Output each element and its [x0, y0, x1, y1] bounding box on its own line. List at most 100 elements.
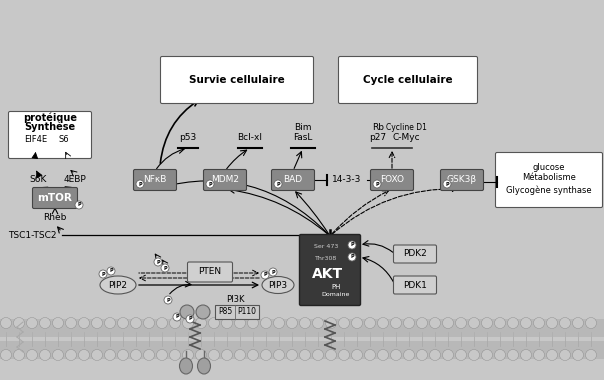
- Circle shape: [521, 350, 532, 361]
- Circle shape: [208, 318, 219, 328]
- FancyBboxPatch shape: [440, 169, 483, 190]
- Circle shape: [118, 350, 129, 361]
- Circle shape: [206, 180, 214, 188]
- Circle shape: [573, 350, 583, 361]
- Circle shape: [469, 350, 480, 361]
- Text: glucose: glucose: [533, 163, 565, 171]
- FancyBboxPatch shape: [8, 111, 91, 158]
- Circle shape: [208, 350, 219, 361]
- FancyBboxPatch shape: [300, 234, 361, 306]
- Circle shape: [99, 270, 107, 278]
- Text: Rb: Rb: [372, 122, 384, 131]
- Circle shape: [443, 180, 451, 188]
- Bar: [0, 319, 604, 337]
- Text: C-Myc: C-Myc: [392, 133, 420, 141]
- Circle shape: [144, 318, 155, 328]
- Text: PH: PH: [332, 284, 341, 290]
- Text: P: P: [263, 272, 267, 277]
- Ellipse shape: [180, 305, 194, 319]
- Text: Thr308: Thr308: [315, 255, 337, 261]
- Circle shape: [164, 296, 172, 304]
- Circle shape: [373, 180, 381, 188]
- Text: p27: p27: [370, 133, 387, 141]
- Text: GSK3β: GSK3β: [447, 176, 477, 185]
- Circle shape: [107, 267, 115, 275]
- Circle shape: [481, 350, 492, 361]
- Text: Cycline D1: Cycline D1: [385, 122, 426, 131]
- Circle shape: [364, 318, 376, 328]
- Text: mTOR: mTOR: [37, 193, 72, 203]
- Ellipse shape: [262, 277, 294, 293]
- Text: 4EBP: 4EBP: [63, 176, 86, 185]
- FancyBboxPatch shape: [204, 169, 246, 190]
- Circle shape: [495, 318, 506, 328]
- Text: Bcl-xl: Bcl-xl: [237, 133, 263, 142]
- Text: Synthèse: Synthèse: [24, 122, 76, 132]
- Bar: [0, 341, 604, 359]
- Circle shape: [559, 318, 571, 328]
- Circle shape: [352, 318, 362, 328]
- Circle shape: [585, 350, 597, 361]
- Text: P: P: [101, 271, 105, 277]
- Circle shape: [274, 350, 284, 361]
- Circle shape: [469, 318, 480, 328]
- Circle shape: [39, 318, 51, 328]
- Circle shape: [507, 318, 518, 328]
- Ellipse shape: [179, 358, 193, 374]
- Circle shape: [104, 350, 115, 361]
- Text: P: P: [138, 182, 142, 187]
- Circle shape: [186, 315, 194, 323]
- Circle shape: [348, 253, 356, 261]
- Circle shape: [300, 350, 310, 361]
- Text: P: P: [350, 255, 354, 260]
- Text: P: P: [208, 182, 212, 187]
- FancyBboxPatch shape: [133, 169, 176, 190]
- Text: PI3K: PI3K: [226, 294, 244, 304]
- Text: P: P: [375, 182, 379, 187]
- Circle shape: [312, 318, 324, 328]
- Circle shape: [443, 350, 454, 361]
- Circle shape: [156, 350, 167, 361]
- FancyBboxPatch shape: [338, 57, 478, 103]
- Circle shape: [585, 318, 597, 328]
- Circle shape: [533, 350, 544, 361]
- Circle shape: [326, 318, 336, 328]
- Circle shape: [261, 271, 269, 279]
- Text: FOXO: FOXO: [380, 176, 404, 185]
- Circle shape: [196, 318, 207, 328]
- Text: Bim: Bim: [294, 122, 312, 131]
- Text: Ser 473: Ser 473: [314, 244, 338, 249]
- Circle shape: [104, 318, 115, 328]
- Circle shape: [79, 318, 89, 328]
- Circle shape: [170, 318, 181, 328]
- Circle shape: [338, 318, 350, 328]
- Circle shape: [182, 350, 193, 361]
- Text: Domaine: Domaine: [322, 291, 350, 296]
- FancyBboxPatch shape: [370, 169, 414, 190]
- Circle shape: [521, 318, 532, 328]
- Text: AKT: AKT: [312, 267, 344, 281]
- Circle shape: [443, 318, 454, 328]
- Circle shape: [481, 318, 492, 328]
- Circle shape: [156, 318, 167, 328]
- Bar: [215, 305, 259, 319]
- Circle shape: [182, 318, 193, 328]
- Circle shape: [429, 318, 440, 328]
- Circle shape: [378, 318, 388, 328]
- Text: protéique: protéique: [23, 113, 77, 123]
- FancyBboxPatch shape: [393, 276, 437, 294]
- Circle shape: [455, 318, 466, 328]
- Circle shape: [53, 318, 63, 328]
- Circle shape: [196, 350, 207, 361]
- Text: P110: P110: [237, 307, 257, 317]
- Text: S6K: S6K: [30, 176, 47, 185]
- Circle shape: [53, 350, 63, 361]
- Circle shape: [65, 350, 77, 361]
- Text: P: P: [163, 266, 167, 271]
- Circle shape: [300, 318, 310, 328]
- Circle shape: [417, 350, 428, 361]
- Circle shape: [364, 350, 376, 361]
- Circle shape: [118, 318, 129, 328]
- Text: P: P: [166, 298, 170, 302]
- Text: Survie cellulaire: Survie cellulaire: [189, 75, 285, 85]
